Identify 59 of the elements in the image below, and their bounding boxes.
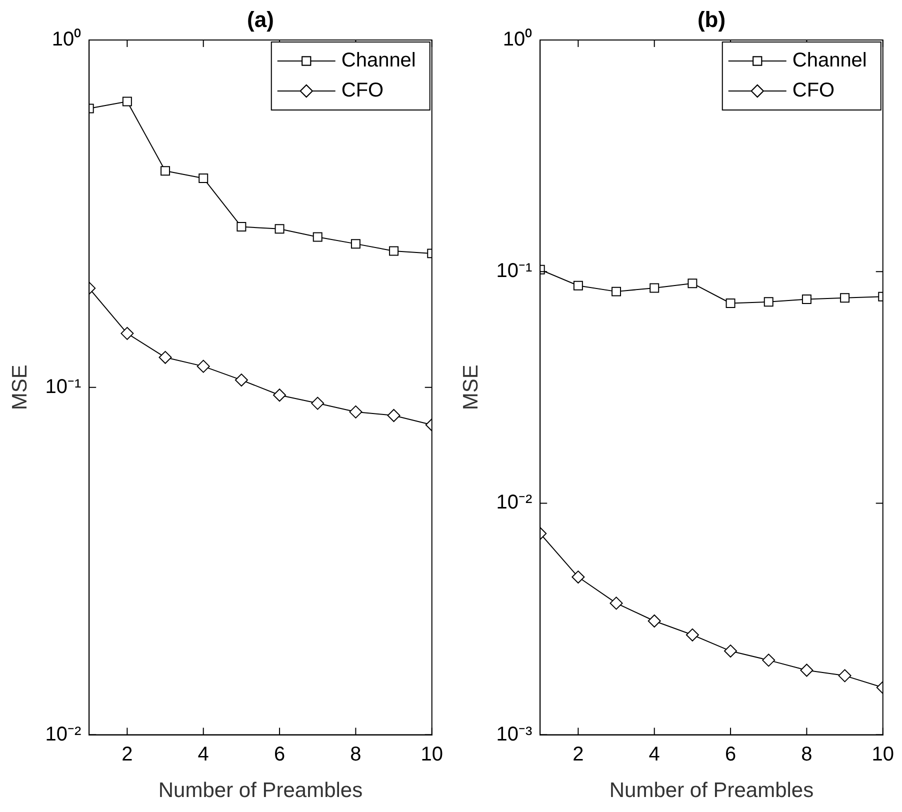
legend-label: Channel xyxy=(792,50,867,72)
y-tick-label: 10⁻³ xyxy=(496,723,532,746)
chart-title: (b) xyxy=(697,7,726,32)
x-tick-label: 6 xyxy=(274,743,286,766)
x-tick-label: 10 xyxy=(872,743,894,766)
point xyxy=(234,374,248,387)
point xyxy=(274,224,284,234)
chart-title: (a) xyxy=(247,7,274,32)
point xyxy=(802,294,812,304)
point xyxy=(160,166,170,176)
point xyxy=(273,388,286,402)
x-tick-label: 4 xyxy=(198,743,209,766)
point xyxy=(650,283,660,293)
point xyxy=(612,286,622,296)
x-tick-label: 8 xyxy=(801,743,812,766)
point xyxy=(724,644,738,658)
x-tick-label: 8 xyxy=(350,743,362,766)
point xyxy=(688,278,698,288)
point xyxy=(610,596,623,610)
y-tick-label: 10⁰ xyxy=(52,28,82,51)
point xyxy=(198,174,208,183)
point xyxy=(349,405,362,418)
x-tick-label: 2 xyxy=(572,743,584,766)
x-axis-title: Number of Preambles xyxy=(609,779,814,802)
point xyxy=(762,654,776,667)
point xyxy=(311,396,324,410)
point xyxy=(764,297,774,307)
point xyxy=(350,239,360,249)
x-axis-title: Number of Preambles xyxy=(158,779,363,802)
point xyxy=(838,669,852,682)
point xyxy=(389,246,399,256)
point xyxy=(726,298,736,308)
x-tick-label: 4 xyxy=(648,743,660,766)
point xyxy=(800,664,814,677)
point xyxy=(387,409,400,422)
point xyxy=(572,570,585,584)
y-tick-label: 10⁻² xyxy=(496,492,532,514)
point xyxy=(573,280,583,290)
x-tick-label: 2 xyxy=(122,743,133,766)
point xyxy=(686,628,699,642)
x-tick-label: 6 xyxy=(724,743,736,766)
y-tick-label: 10⁻¹ xyxy=(45,376,82,398)
point xyxy=(120,326,134,340)
y-tick-label: 10⁰ xyxy=(502,28,532,51)
y-axis-title: MSE xyxy=(459,364,482,410)
point xyxy=(158,350,172,364)
point xyxy=(312,232,322,242)
y-tick-label: 10⁻¹ xyxy=(496,260,532,282)
legend-label: CFO xyxy=(792,80,835,102)
x-tick-label: 10 xyxy=(420,743,443,766)
point xyxy=(122,96,132,106)
legend-label: CFO xyxy=(341,80,384,102)
point xyxy=(840,293,850,303)
y-tick-label: 10⁻² xyxy=(45,723,82,746)
point xyxy=(196,360,210,373)
legend-label: Channel xyxy=(341,50,416,72)
point xyxy=(236,222,246,232)
y-axis-title: MSE xyxy=(8,364,32,410)
point xyxy=(648,614,661,628)
